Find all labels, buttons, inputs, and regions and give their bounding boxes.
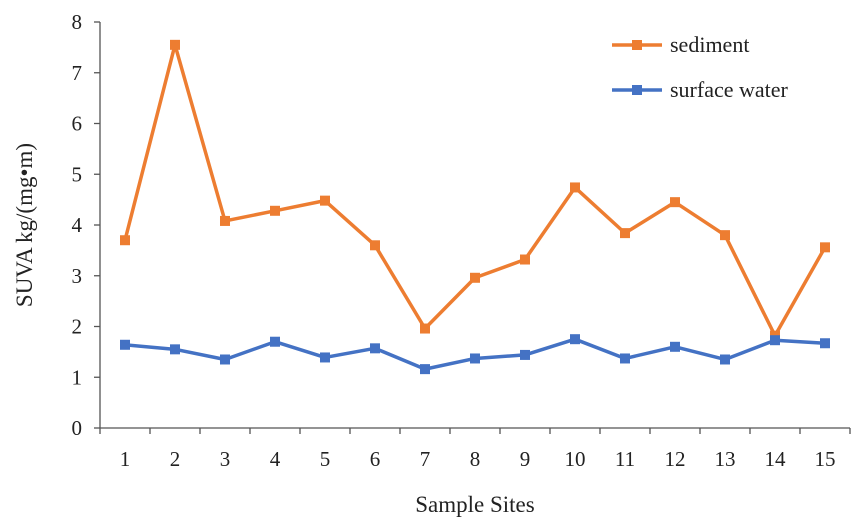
data-point-marker	[170, 344, 180, 355]
data-point-marker	[670, 197, 680, 208]
y-axis-title: SUVA kg/(mg•m)	[12, 143, 37, 307]
x-tick-label: 6	[370, 447, 381, 471]
legend-item: surface water	[612, 77, 789, 102]
data-point-marker	[620, 228, 630, 239]
legend-marker	[632, 85, 642, 95]
x-tick-label: 8	[470, 447, 481, 471]
data-point-marker	[570, 182, 580, 193]
y-tick-labels: 0 1 2 3 4 5 6 7 8	[72, 10, 83, 440]
legend-item: sediment	[612, 32, 749, 57]
y-tick-label: 4	[72, 213, 83, 237]
x-tick-label: 5	[320, 447, 331, 471]
data-point-marker	[220, 215, 230, 226]
series-surface-water	[120, 334, 830, 375]
series-layer	[120, 39, 830, 375]
data-point-marker	[270, 205, 280, 216]
x-tick-label: 3	[220, 447, 231, 471]
data-point-marker	[320, 195, 330, 206]
x-tick-label: 12	[665, 447, 686, 471]
data-point-marker	[570, 334, 580, 345]
legend-marker	[632, 40, 642, 50]
data-point-marker	[770, 335, 780, 346]
x-tick-label: 4	[270, 447, 281, 471]
data-point-marker	[170, 39, 180, 50]
legend-label: sediment	[670, 32, 749, 57]
axes	[94, 21, 851, 434]
x-tick-label: 14	[765, 447, 787, 471]
y-tick-label: 5	[72, 162, 83, 186]
data-point-marker	[820, 242, 830, 253]
data-point-marker	[620, 353, 630, 364]
data-point-marker	[370, 343, 380, 354]
x-tick-label: 15	[815, 447, 836, 471]
x-axis-title: Sample Sites	[415, 492, 535, 517]
data-point-marker	[420, 364, 430, 375]
data-point-marker	[670, 341, 680, 352]
x-tick-labels: 1 2 3 4 5 6 7 8 9 10 11 12 13 14 15	[120, 447, 836, 471]
y-tick-label: 0	[72, 416, 83, 440]
x-tick-label: 9	[520, 447, 531, 471]
data-point-marker	[470, 272, 480, 283]
data-point-marker	[420, 323, 430, 334]
data-point-marker	[720, 230, 730, 241]
x-tick-label: 7	[420, 447, 431, 471]
y-tick-label: 6	[72, 112, 83, 136]
data-point-marker	[820, 338, 830, 349]
x-tick-label: 2	[170, 447, 181, 471]
x-tick-label: 11	[615, 447, 635, 471]
data-point-marker	[520, 254, 530, 265]
data-point-marker	[320, 352, 330, 363]
data-point-marker	[270, 336, 280, 347]
legend: sediment surface water	[612, 32, 789, 102]
y-tick-label: 2	[72, 315, 83, 339]
data-point-marker	[220, 354, 230, 365]
data-point-marker	[520, 349, 530, 360]
data-point-marker	[720, 354, 730, 365]
x-tick-label: 10	[565, 447, 586, 471]
legend-label: surface water	[670, 77, 789, 102]
y-tick-label: 7	[72, 61, 83, 85]
data-point-marker	[470, 353, 480, 364]
x-tick-label: 1	[120, 447, 131, 471]
x-tick-label: 13	[715, 447, 736, 471]
data-point-marker	[120, 339, 130, 350]
data-point-marker	[120, 235, 130, 246]
data-point-marker	[370, 240, 380, 251]
y-tick-label: 1	[72, 365, 83, 389]
y-tick-label: 3	[72, 264, 83, 288]
y-tick-label: 8	[72, 10, 83, 34]
